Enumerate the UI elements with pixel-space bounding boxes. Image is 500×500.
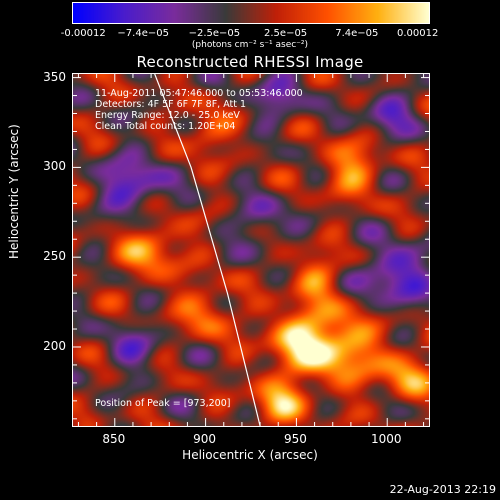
x-axis-label: Heliocentric X (arcsec) <box>182 448 318 462</box>
y-tick-label: 350 <box>43 69 66 84</box>
colorbar <box>72 2 430 24</box>
counts-annotation: Clean Total counts: 1.20E+04 <box>95 121 236 132</box>
heatmap-plot <box>72 73 430 427</box>
colorbar-tick-label: -0.00012 <box>60 28 106 39</box>
colorbar-tick-label: −7.4e−05 <box>117 28 169 39</box>
x-tick-label: 850 <box>102 432 126 446</box>
plot-overlay <box>73 74 429 426</box>
colorbar-gradient <box>73 3 429 23</box>
time-range-annotation: 11-Aug-2011 05:47:46.000 to 05:53:46.000 <box>95 88 303 99</box>
heatmap-image <box>73 74 429 426</box>
solar-limb-curve <box>154 74 261 426</box>
y-axis-label: Heliocentric Y (arcsec) <box>7 124 21 259</box>
x-tick-label: 900 <box>193 432 217 446</box>
colorbar-tick-label: 7.4e−05 <box>335 28 379 39</box>
y-tick-label: 200 <box>43 338 66 353</box>
detectors-annotation: Detectors: 4F 5F 6F 7F 8F, Att 1 <box>95 99 247 110</box>
colorbar-tick-label: 0.00012 <box>396 28 439 39</box>
y-tick-label: 250 <box>43 249 66 264</box>
colorbar-tick-label: 2.5e−05 <box>264 28 308 39</box>
x-tick-label: 950 <box>283 432 307 446</box>
x-tick-label: 1000 <box>370 432 402 446</box>
energy-range-annotation: Energy Range: 12.0 - 25.0 keV <box>95 110 240 121</box>
footer-date: 22-Aug-2013 22:19 <box>389 483 496 496</box>
colorbar-tick-label: −2.5e−05 <box>188 28 241 39</box>
peak-position-annotation: Position of Peak = [973,200] <box>95 398 231 409</box>
colorbar-units: (photons cm⁻² s⁻¹ asec⁻²) <box>191 40 309 50</box>
y-tick-label: 300 <box>43 159 66 174</box>
chart-title: Reconstructed RHESSI Image <box>136 53 364 71</box>
